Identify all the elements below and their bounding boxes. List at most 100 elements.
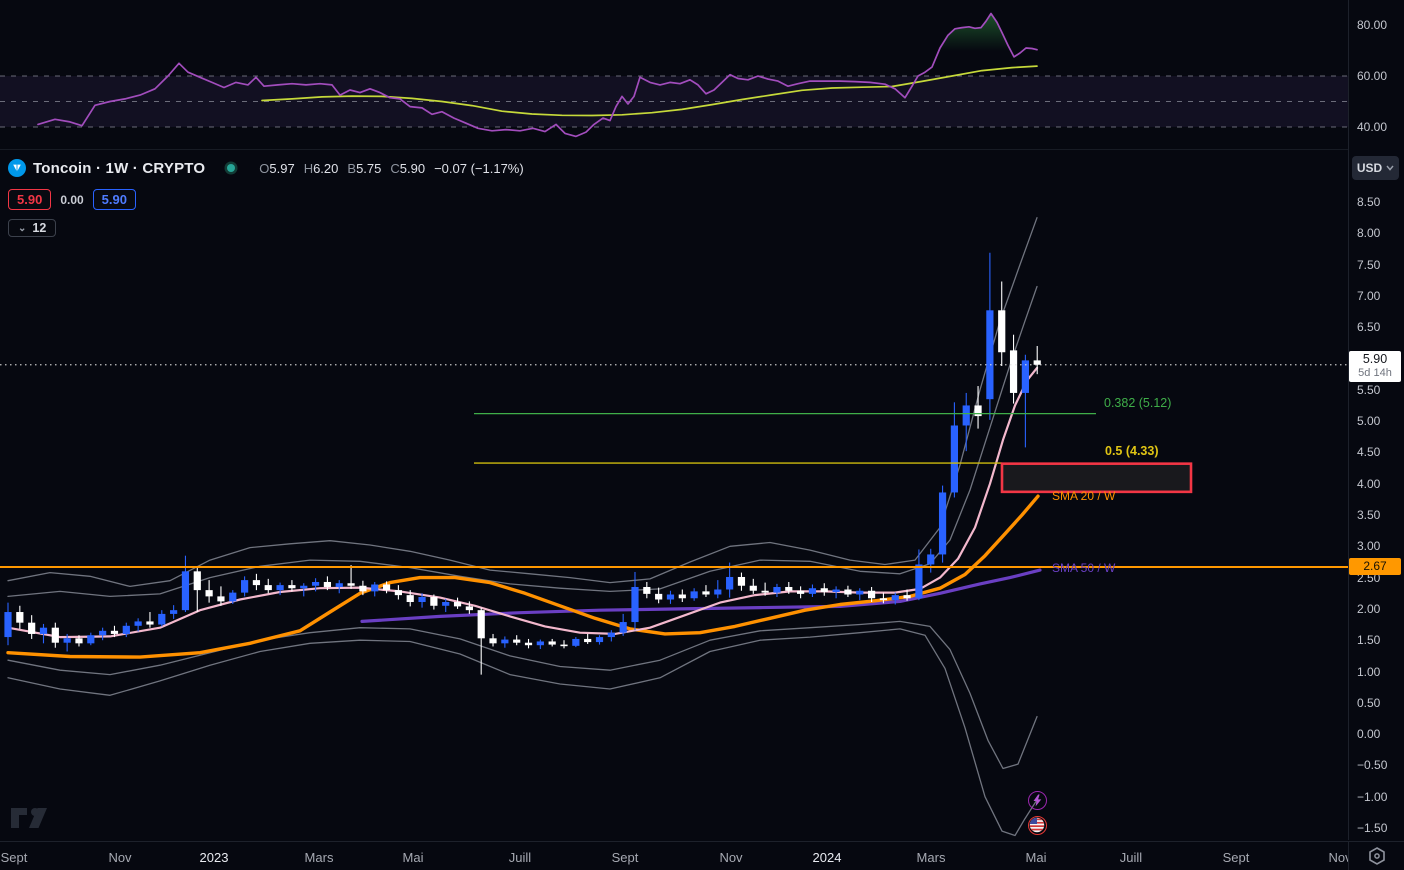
rsi-band-fill <box>0 76 1348 127</box>
candle-body <box>87 635 95 644</box>
ohlc-low: B5.75 <box>347 160 382 176</box>
candle-body <box>785 586 793 591</box>
candle-body <box>229 592 237 602</box>
currency-selector[interactable]: USD <box>1352 156 1399 180</box>
candle-body <box>75 638 83 644</box>
price-tick: 5.50 <box>1357 382 1381 397</box>
candle-body <box>347 583 355 586</box>
candle-body <box>241 580 249 593</box>
indicators-collapse-button[interactable]: ⌄ 12 <box>8 219 57 237</box>
toncoin-logo-icon <box>8 159 26 177</box>
candle-body <box>51 627 59 643</box>
candle-body <box>382 584 391 591</box>
ohlc-change: −0.07 (−1.17%) <box>434 160 524 176</box>
fib-0382-label[interactable]: 0.382 (5.12) <box>1104 396 1172 410</box>
price-tick: 4.50 <box>1357 445 1381 460</box>
candle-body <box>453 602 462 607</box>
candle-body <box>891 595 899 601</box>
time-tick: 2023 <box>199 850 229 865</box>
rsi-line <box>37 12 1038 138</box>
candle-body <box>311 581 320 586</box>
candle-body <box>110 630 119 634</box>
candle-body <box>39 627 48 634</box>
price-tick: −0.50 <box>1357 758 1388 773</box>
candle-body <box>832 589 840 592</box>
candle-body <box>170 610 178 614</box>
candle-body <box>16 612 24 623</box>
horizontal-line-price-badge[interactable]: 2.67 <box>1349 558 1401 575</box>
buy-button[interactable]: 5.90 <box>92 189 136 210</box>
price-tick: 1.00 <box>1357 664 1381 679</box>
candle-body <box>986 310 994 400</box>
candle-body <box>1033 360 1041 365</box>
last-price-badge[interactable]: 5.90 5d 14h <box>1349 351 1401 382</box>
indicator-tick: 60.00 <box>1357 69 1388 83</box>
time-tick: Mars <box>916 850 946 865</box>
fib-05-label[interactable]: 0.5 (4.33) <box>1105 444 1159 458</box>
time-tick: Mai <box>1025 850 1047 865</box>
candle-body <box>276 585 284 591</box>
bb-lower-outer-line <box>7 628 1038 837</box>
red-highlight-box[interactable] <box>1000 462 1193 494</box>
sell-button[interactable]: 5.90 <box>8 189 52 210</box>
price-tick: 4.00 <box>1357 476 1381 491</box>
market-status-icon[interactable] <box>224 161 238 175</box>
candle-body <box>938 492 947 555</box>
indicator-tick: 80.00 <box>1357 18 1388 32</box>
candle-body <box>394 590 402 596</box>
lightning-event-icon[interactable] <box>1028 791 1047 810</box>
candle-body <box>643 586 651 594</box>
candle-body <box>264 585 272 591</box>
time-tick: Nov <box>108 850 132 865</box>
price-tick: 0.00 <box>1357 727 1381 742</box>
main-pane <box>0 217 1348 837</box>
candle-body <box>844 589 852 595</box>
candle-body <box>761 590 769 593</box>
sma20-label: SMA 20 / W <box>1052 489 1116 503</box>
price-tick: 7.50 <box>1357 257 1381 272</box>
candle-body <box>252 580 261 586</box>
candle-body <box>1009 350 1018 393</box>
settings-hexagon-icon[interactable] <box>1364 844 1390 870</box>
time-tick: Sept <box>0 850 28 865</box>
price-tick: 5.00 <box>1357 414 1381 429</box>
price-axis[interactable]: 8.508.007.507.006.506.005.505.004.504.00… <box>1348 0 1404 840</box>
candle-body <box>820 588 828 592</box>
candle-body <box>430 597 438 606</box>
candle-body <box>773 586 781 593</box>
candle-body <box>998 310 1006 353</box>
time-tick: 2024 <box>812 850 842 865</box>
us-flag-event-icon[interactable] <box>1028 816 1047 835</box>
candle-body <box>288 585 296 589</box>
price-tick: 2.00 <box>1357 601 1381 616</box>
price-tick: 3.50 <box>1357 508 1381 522</box>
candle-body <box>63 638 71 643</box>
candle-body <box>714 589 722 595</box>
candle-body <box>808 588 817 594</box>
spread-value: 0.00 <box>60 192 84 207</box>
rsi-pane <box>0 12 1348 138</box>
indicators-count: 12 <box>32 221 47 235</box>
candle-body <box>572 638 580 646</box>
time-axis[interactable]: Sept Nov 2023 Mars Mai Juill Sept Nov 2024 Mars Ma… <box>0 841 1348 870</box>
candle-body <box>300 585 308 589</box>
price-tick: 8.00 <box>1357 226 1381 241</box>
candle-body <box>122 625 130 634</box>
tradingview-logo-watermark <box>11 808 47 828</box>
candle-body <box>560 644 568 647</box>
rsi-ma-line <box>261 65 1038 117</box>
price-tick: −1.50 <box>1357 821 1388 835</box>
legend: Toncoin · 1W · CRYPTO O5.97 H6.20 B5.75 … <box>8 156 524 237</box>
pane-divider[interactable] <box>0 149 1348 150</box>
price-tick: −1.00 <box>1357 789 1388 804</box>
candle-body <box>489 638 497 644</box>
rsi-overbought-fill <box>938 13 1011 51</box>
candle-body <box>797 590 805 594</box>
time-tick: Juill <box>508 850 532 865</box>
candle-body <box>879 598 888 601</box>
symbol-title[interactable]: Toncoin · 1W · CRYPTO <box>33 159 206 177</box>
candle-body <box>737 576 746 586</box>
candle-body <box>749 585 757 591</box>
